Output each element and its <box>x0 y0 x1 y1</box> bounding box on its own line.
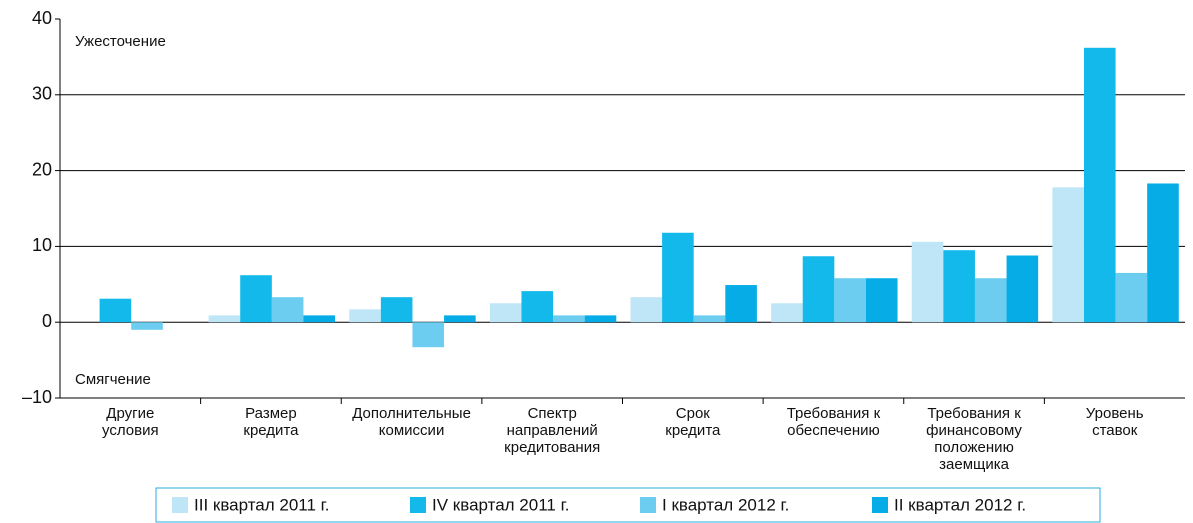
bar <box>1052 187 1084 323</box>
x-tick-label: Требования к финансовому положению заемщика <box>926 405 1022 473</box>
x-tick-label: Срок кредита <box>665 405 721 439</box>
bar <box>725 285 757 323</box>
bar <box>693 315 726 323</box>
legend-label: I квартал 2012 г. <box>662 495 789 514</box>
x-tick-label: Размер кредита <box>243 405 299 439</box>
bar <box>303 315 336 323</box>
bar <box>553 315 585 323</box>
annotation: Ужесточение <box>75 33 166 50</box>
bar <box>1147 183 1179 323</box>
bar <box>943 250 975 323</box>
legend-box <box>155 487 1101 523</box>
bar <box>208 315 241 323</box>
x-tick-label: Другие условия <box>102 405 159 439</box>
bar <box>630 297 663 323</box>
x-tick-label: Дополнительные комиссии <box>352 405 471 439</box>
bar <box>444 315 476 323</box>
bar <box>865 278 898 323</box>
bar <box>99 298 132 323</box>
bar <box>834 278 866 323</box>
x-tick-label: Спектр направлений кредитования <box>504 405 600 456</box>
bar <box>489 303 522 323</box>
bar <box>1006 255 1039 323</box>
y-tick-label: 30 <box>32 84 52 104</box>
bar <box>521 291 554 323</box>
bar <box>771 303 803 323</box>
y-tick-label: –10 <box>22 387 52 407</box>
legend-swatch <box>410 497 426 513</box>
bar <box>271 297 304 323</box>
bar <box>911 241 944 323</box>
bar <box>1115 272 1148 323</box>
x-tick-label: Уровень ставок <box>1086 405 1144 439</box>
bar <box>584 315 617 323</box>
bar <box>131 322 163 330</box>
x-tick-label: Требования к обеспечению <box>787 405 881 439</box>
bar <box>380 297 413 323</box>
bar <box>240 275 272 323</box>
legend-label: III квартал 2011 г. <box>194 495 330 514</box>
bar <box>802 256 835 323</box>
legend-label: IV квартал 2011 г. <box>432 495 569 514</box>
bar <box>349 309 381 323</box>
bar <box>1083 47 1116 323</box>
y-tick-label: 10 <box>32 235 52 255</box>
y-tick-label: 20 <box>32 159 52 179</box>
legend-swatch <box>172 497 188 513</box>
bar <box>662 232 694 323</box>
legend-swatch <box>872 497 888 513</box>
y-tick-label: 40 <box>32 8 52 28</box>
bar <box>412 322 445 348</box>
y-tick-label: 0 <box>42 311 52 331</box>
annotation: Смягчение <box>75 371 151 388</box>
bar <box>974 278 1007 323</box>
legend-label: II квартал 2012 г. <box>894 495 1026 514</box>
legend-swatch <box>640 497 656 513</box>
